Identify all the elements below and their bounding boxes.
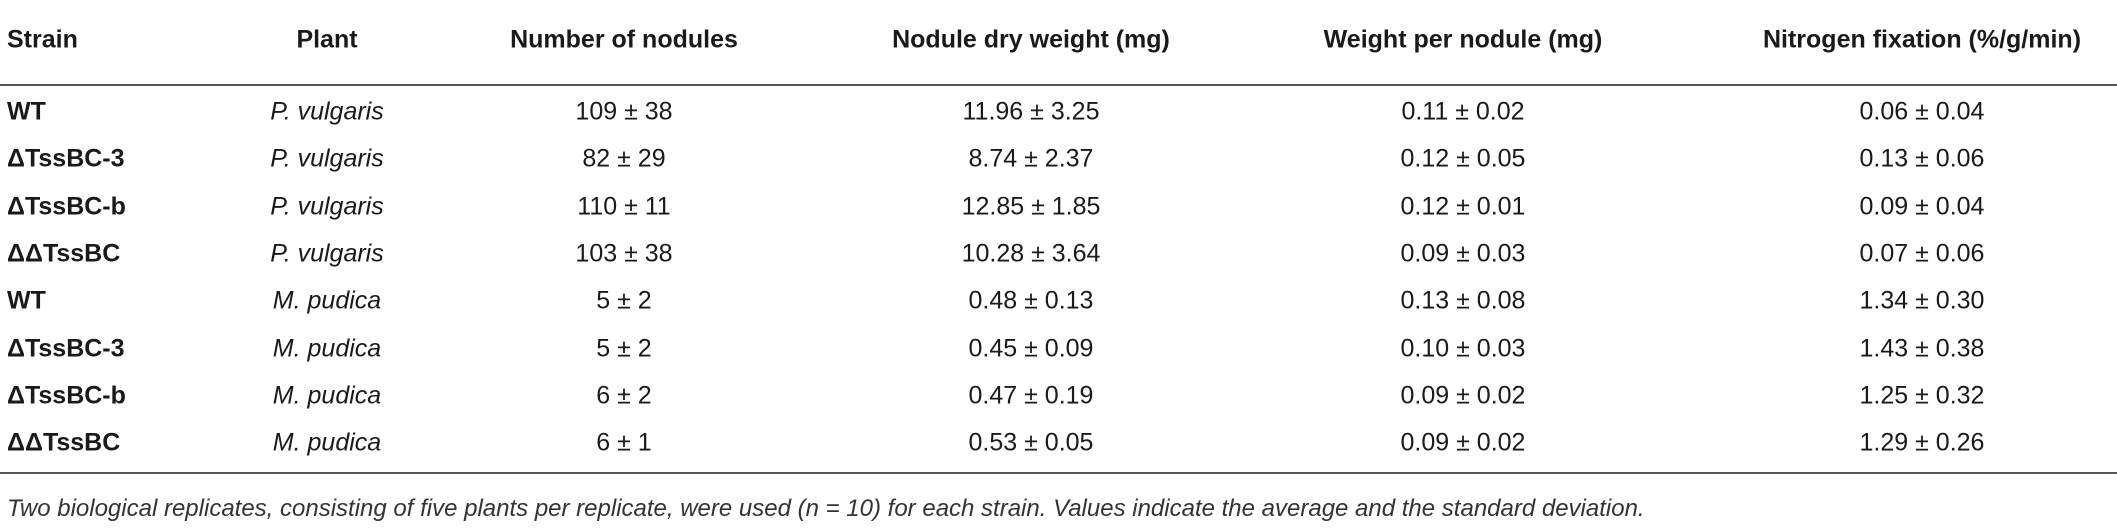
bottom-rule: [0, 472, 2117, 474]
strain-cell: ΔΔTssBC: [7, 239, 121, 268]
value-cell: 0.09 ± 0.02: [1400, 381, 1526, 410]
value-cell: 0.09 ± 0.04: [1859, 192, 1985, 221]
value-cell: 0.09 ± 0.02: [1400, 428, 1526, 457]
value-cell: 0.10 ± 0.03: [1400, 334, 1526, 362]
value-cell: 0.47 ± 0.19: [968, 381, 1094, 410]
plant-cell: M. pudica: [272, 428, 382, 457]
plant-cell: M. pudica: [272, 334, 382, 362]
strain-cell: ΔTssBC-b: [7, 381, 126, 410]
value-cell: 8.74 ± 2.37: [968, 144, 1094, 173]
value-cell: 0.09 ± 0.03: [1400, 239, 1526, 268]
column-header: Weight per nodule (mg): [1323, 25, 1603, 54]
value-cell: 0.13 ± 0.08: [1400, 286, 1526, 315]
value-cell: 6 ± 2: [596, 381, 652, 410]
value-cell: 1.43 ± 0.38: [1859, 334, 1985, 362]
plant-cell: P. vulgaris: [270, 97, 384, 126]
value-cell: 0.11 ± 0.02: [1401, 97, 1525, 126]
value-cell: 0.45 ± 0.09: [968, 334, 1094, 362]
value-cell: 1.34 ± 0.30: [1859, 286, 1985, 315]
value-cell: 10.28 ± 3.64: [961, 239, 1101, 268]
value-cell: 110 ± 11: [577, 192, 671, 221]
value-cell: 109 ± 38: [575, 97, 673, 126]
column-header: Strain: [7, 25, 78, 54]
strain-cell: ΔΔTssBC: [7, 428, 121, 457]
strain-cell: ΔTssBC-3: [7, 144, 125, 173]
column-header: Nitrogen fixation (%/g/min): [1762, 25, 2082, 54]
column-header: Nodule dry weight (mg): [892, 25, 1170, 54]
column-header: Number of nodules: [510, 25, 738, 54]
plant-cell: P. vulgaris: [270, 144, 384, 173]
value-cell: 0.07 ± 0.06: [1859, 239, 1985, 268]
value-cell: 0.48 ± 0.13: [968, 286, 1094, 315]
plant-cell: P. vulgaris: [270, 192, 384, 221]
value-cell: 12.85 ± 1.85: [961, 192, 1101, 221]
value-cell: 82 ± 29: [582, 144, 666, 173]
value-cell: 0.06 ± 0.04: [1859, 97, 1985, 126]
value-cell: 0.12 ± 0.05: [1400, 144, 1526, 173]
value-cell: 11.96 ± 3.25: [962, 97, 1100, 126]
plant-cell: M. pudica: [272, 286, 382, 315]
value-cell: 5 ± 2: [596, 286, 652, 315]
strain-cell: ΔTssBC-b: [7, 192, 126, 221]
header-rule: [0, 84, 2117, 86]
plant-cell: M. pudica: [272, 381, 382, 410]
value-cell: 0.13 ± 0.06: [1859, 144, 1985, 173]
strain-cell: WT: [7, 286, 46, 315]
plant-cell: P. vulgaris: [270, 239, 384, 268]
value-cell: 1.29 ± 0.26: [1859, 428, 1985, 457]
footnote: Two biological replicates, consisting of…: [7, 495, 1645, 522]
value-cell: 6 ± 1: [596, 428, 652, 457]
value-cell: 1.25 ± 0.32: [1859, 381, 1985, 410]
value-cell: 103 ± 38: [575, 239, 673, 268]
value-cell: 0.12 ± 0.01: [1400, 192, 1526, 221]
value-cell: 0.53 ± 0.05: [968, 428, 1094, 457]
value-cell: 5 ± 2: [596, 334, 652, 362]
strain-cell: ΔTssBC-3: [7, 334, 125, 362]
column-header: Plant: [296, 25, 358, 54]
strain-cell: WT: [7, 97, 46, 126]
